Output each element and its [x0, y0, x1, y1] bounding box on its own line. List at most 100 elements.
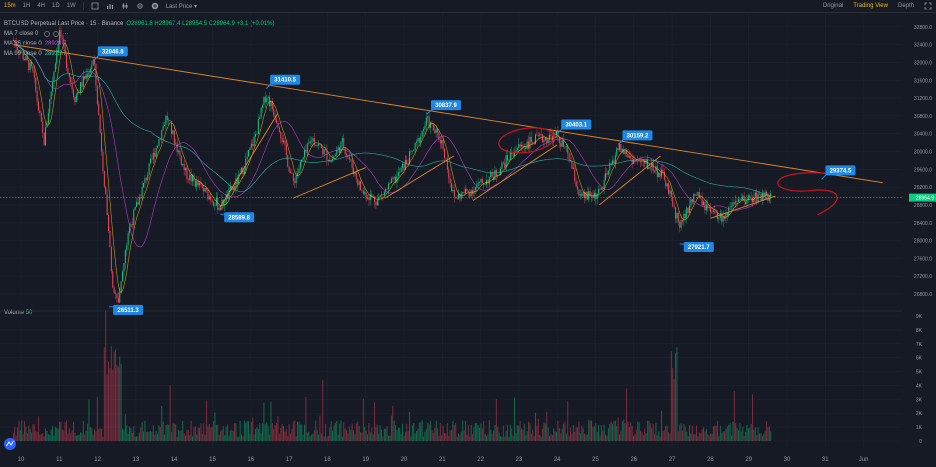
- volume-bar: [119, 356, 121, 441]
- candle-body: [743, 195, 745, 202]
- candle-type-icon[interactable]: [121, 2, 129, 10]
- volume-bar: [421, 420, 423, 441]
- candle-body: [474, 187, 476, 191]
- volume-bar: [80, 432, 82, 441]
- volume-bar: [703, 427, 705, 441]
- price-type-select[interactable]: Last Price ▾: [166, 3, 197, 10]
- timeframe-1d[interactable]: 1D: [52, 3, 60, 9]
- legend-ma25-row[interactable]: MA 25 close 0 28928.7: [4, 39, 275, 49]
- volume-bar: [446, 423, 448, 441]
- view-depth[interactable]: Depth: [897, 3, 914, 9]
- volume-bar: [512, 435, 514, 441]
- candle-body: [326, 150, 328, 160]
- volume-bar: [273, 428, 275, 441]
- settings-icon[interactable]: [136, 2, 144, 10]
- candle-body: [501, 162, 503, 169]
- candle-body: [666, 183, 668, 187]
- candle-body: [344, 147, 346, 154]
- candle-body: [547, 139, 549, 143]
- timeframe-15m[interactable]: 15m: [4, 3, 16, 9]
- volume-bar: [644, 428, 646, 441]
- volume-bar: [39, 434, 41, 441]
- volume-bar: [49, 435, 51, 441]
- candle-body: [397, 172, 399, 177]
- volume-bar: [318, 434, 320, 441]
- volume-bar: [546, 411, 548, 441]
- volume-bar: [668, 432, 670, 441]
- candle-body: [56, 51, 58, 64]
- volume-bar: [719, 425, 721, 441]
- candle-body: [140, 197, 142, 199]
- candle-body: [663, 171, 665, 180]
- symbol-title: BTCUSD Perpetual Last Price · 15 · Binan…: [4, 21, 124, 27]
- candle-body: [715, 211, 717, 214]
- price-chart[interactable]: 32046.8 31410.5 30837.9 30403.1 30159.2 29374…: [0, 13, 936, 467]
- candle-body: [245, 158, 247, 171]
- volume-bar: [763, 434, 765, 441]
- eye-icon[interactable]: [44, 31, 51, 37]
- volume-bar: [327, 435, 329, 441]
- volume-bar: [75, 435, 77, 441]
- timeframe-1h[interactable]: 1H: [22, 3, 31, 9]
- candle-body: [626, 150, 628, 154]
- volume-bar: [101, 428, 103, 441]
- candle-body: [561, 140, 563, 147]
- volume-bar: [313, 430, 315, 441]
- last-price-tag: [909, 193, 936, 202]
- candle-body: [50, 91, 52, 100]
- indicators-icon[interactable]: [106, 2, 114, 10]
- candle-body: [236, 178, 238, 185]
- volume-bar: [337, 434, 339, 441]
- volume-bar: [92, 434, 94, 441]
- volume-bar: [108, 361, 110, 441]
- timeframe-1w[interactable]: 1W: [66, 3, 76, 9]
- volume-bar: [651, 428, 653, 441]
- fullscreen-icon[interactable]: [91, 2, 99, 10]
- volume-bar: [617, 417, 619, 441]
- expand-icon[interactable]: [924, 2, 932, 10]
- candle-body: [518, 144, 520, 148]
- volume-bar: [413, 423, 415, 441]
- volume-bar: [571, 433, 573, 441]
- candle-body: [75, 94, 77, 103]
- candle-body: [444, 148, 446, 159]
- view-trading-view[interactable]: Trading View: [853, 3, 888, 9]
- candle-body: [357, 179, 359, 185]
- callout-box: [97, 46, 128, 57]
- volume-bar: [535, 412, 537, 441]
- candle-body: [668, 183, 670, 194]
- volume-bar: [164, 434, 166, 441]
- candle-body: [259, 117, 261, 120]
- volume-bar: [662, 431, 664, 441]
- view-original[interactable]: Original: [822, 3, 844, 9]
- candle-body: [721, 213, 723, 222]
- volume-bar: [220, 431, 222, 441]
- candle-body: [361, 189, 363, 191]
- time-tick-label: 20: [401, 457, 408, 463]
- volume-bar: [652, 423, 654, 441]
- volume-bar: [171, 432, 173, 441]
- volume-bar: [73, 421, 75, 441]
- volume-bar: [725, 428, 727, 441]
- gear-icon[interactable]: [53, 31, 60, 37]
- time-tick-label: 31: [822, 457, 829, 463]
- candle-body: [187, 179, 189, 181]
- timeframe-4h[interactable]: 4H: [37, 3, 46, 9]
- volume-bar: [368, 422, 370, 441]
- candle-body: [637, 161, 639, 162]
- candle-body: [466, 189, 468, 192]
- candle-body: [215, 197, 217, 206]
- time-axis[interactable]: 10 11 12 13 14 15 16 17 18 19 20 21 22 23 24 25 26 27 28 29…: [18, 457, 869, 463]
- candle-body: [302, 157, 304, 160]
- more-icon[interactable]: ···: [62, 31, 69, 37]
- volume-bar: [656, 435, 658, 441]
- add-icon[interactable]: [151, 2, 159, 10]
- volume-bar: [690, 433, 692, 441]
- volume-bar: [444, 432, 446, 441]
- toolbar-right: Original Trading View Depth: [823, 2, 932, 10]
- volume-bar: [572, 424, 574, 441]
- candle-body: [577, 186, 579, 190]
- volume-bar: [560, 433, 562, 441]
- price-axis[interactable]: 33200.032800.032400.032000.031600.031200…: [0, 13, 936, 298]
- candle-body: [427, 116, 429, 118]
